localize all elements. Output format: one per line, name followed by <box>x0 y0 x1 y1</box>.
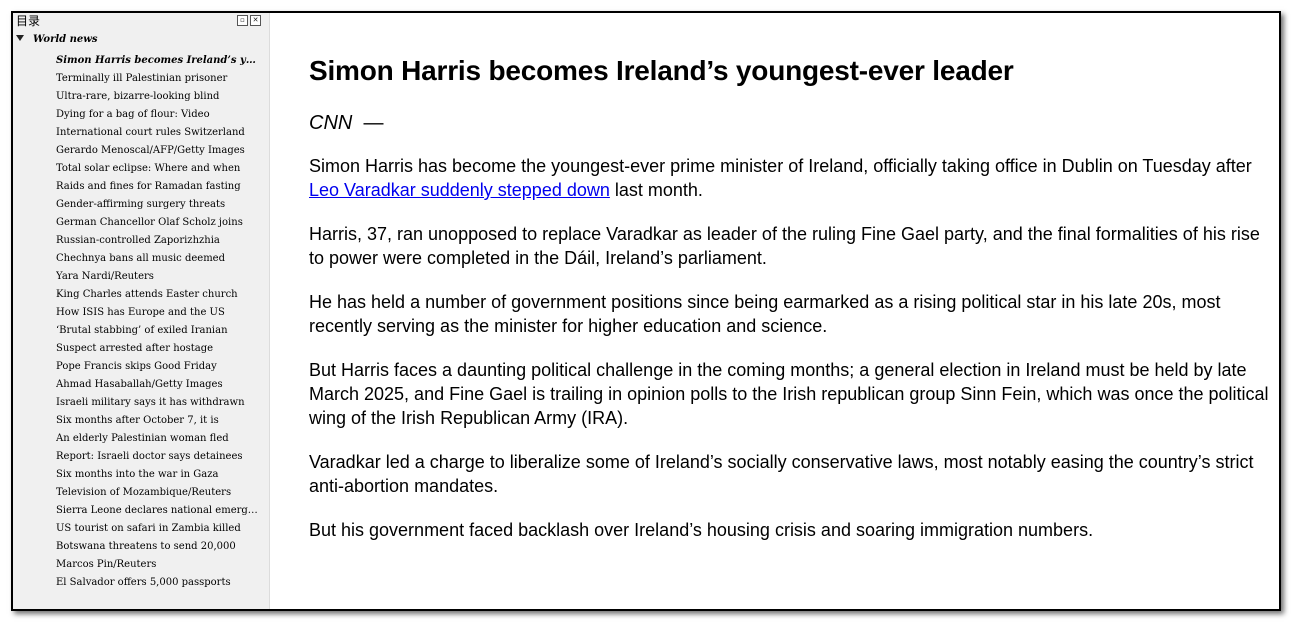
sidebar-header: 目录 ▫ ✕ <box>13 13 269 29</box>
reader-window: 目录 ▫ ✕ World news Simon Harris becomes I… <box>11 11 1281 611</box>
toc-item[interactable]: Sierra Leone declares national emergency <box>56 505 261 516</box>
toc-sidebar: 目录 ▫ ✕ World news Simon Harris becomes I… <box>13 13 270 609</box>
toc-item[interactable]: Simon Harris becomes Ireland’s youngest-… <box>56 55 261 66</box>
toc-item[interactable]: An elderly Palestinian woman fled <box>56 433 229 444</box>
toc-item[interactable]: Botswana threatens to send 20,000 <box>56 541 236 552</box>
paragraph-6: But his government faced backlash over I… <box>309 520 1094 540</box>
paragraph-1-start: Simon Harris has become the youngest-eve… <box>309 156 1252 176</box>
close-icon[interactable]: ✕ <box>250 15 261 26</box>
toc-item[interactable]: International court rules Switzerland <box>56 127 245 138</box>
toc-item[interactable]: Total solar eclipse: Where and when <box>56 163 241 174</box>
toc-item[interactable]: Report: Israeli doctor says detainees <box>56 451 243 462</box>
toc-item[interactable]: Russian-controlled Zaporizhzhia <box>56 235 220 246</box>
toc-item[interactable]: ‘Brutal stabbing’ of exiled Iranian <box>56 325 228 336</box>
folder-label: World news <box>33 34 98 45</box>
toc-item[interactable]: Yara Nardi/Reuters <box>56 271 154 282</box>
paragraph-1-end: last month. <box>609 180 703 200</box>
toc-item[interactable]: El Salvador offers 5,000 passports <box>56 577 231 588</box>
article-content: Simon Harris becomes Ireland’s youngest-… <box>309 13 1269 542</box>
toc-item[interactable]: Gerardo Menoscal/AFP/Getty Images <box>56 145 245 156</box>
article-source: CNN — <box>309 110 1269 136</box>
toc-item[interactable]: Pope Francis skips Good Friday <box>56 361 217 372</box>
toc-item[interactable]: Six months after October 7, it is <box>56 415 219 426</box>
source-dash: — <box>363 112 384 134</box>
varadkar-link[interactable]: Leo Varadkar suddenly stepped down <box>309 180 610 200</box>
toc-item[interactable]: Marcos Pin/Reuters <box>56 559 157 570</box>
paragraph-3: He has held a number of government posit… <box>309 292 1221 336</box>
toc-item[interactable]: Television of Mozambique/Reuters <box>56 487 232 498</box>
toc-item[interactable]: Gender-affirming surgery threats <box>56 199 226 210</box>
toc-item[interactable]: King Charles attends Easter church <box>56 289 238 300</box>
toc-item[interactable]: German Chancellor Olaf Scholz joins <box>56 217 243 228</box>
toc-item[interactable]: Dying for a bag of flour: Video <box>56 109 210 120</box>
toc-item[interactable]: Ultra-rare, bizarre-looking blind <box>56 91 220 102</box>
toc-item[interactable]: Ahmad Hasaballah/Getty Images <box>56 379 223 390</box>
paragraph-2: Harris, 37, ran unopposed to replace Var… <box>309 224 1260 268</box>
toc-item[interactable]: Terminally ill Palestinian prisoner <box>56 73 228 84</box>
toc-item[interactable]: Israeli military says it has withdrawn <box>56 397 245 408</box>
toc-item[interactable]: US tourist on safari in Zambia killed <box>56 523 241 534</box>
article-title: Simon Harris becomes Ireland’s youngest-… <box>309 55 1014 86</box>
sidebar-title: 目录 <box>16 14 41 28</box>
toc-item[interactable]: Six months into the war in Gaza <box>56 469 219 480</box>
toc-list: Simon Harris becomes Ireland’s youngest-… <box>56 52 261 592</box>
paragraph-1: Simon Harris has become the youngest-eve… <box>309 154 1269 202</box>
paragraph-4: But Harris faces a daunting political ch… <box>309 360 1269 428</box>
source-name: CNN <box>309 112 353 134</box>
tree-folder-world-news[interactable]: World news <box>16 33 98 47</box>
expand-triangle-icon[interactable] <box>16 35 24 41</box>
toc-item[interactable]: Suspect arrested after hostage <box>56 343 214 354</box>
toc-item[interactable]: Chechnya bans all music deemed <box>56 253 226 264</box>
paragraph-5: Varadkar led a charge to liberalize some… <box>309 452 1254 496</box>
toc-item[interactable]: Raids and fines for Ramadan fasting <box>56 181 241 192</box>
restore-icon[interactable]: ▫ <box>237 15 248 26</box>
toc-item[interactable]: How ISIS has Europe and the US <box>56 307 225 318</box>
